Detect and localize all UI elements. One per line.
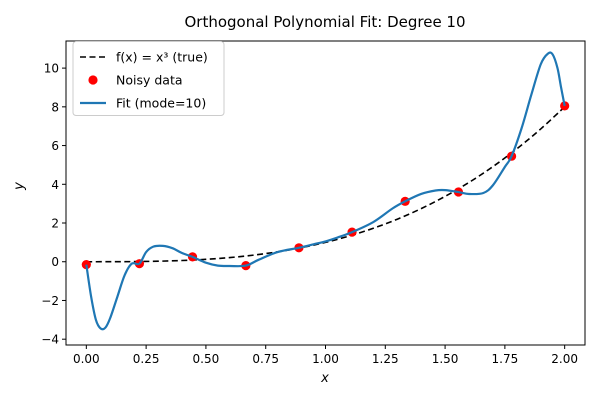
series-layer <box>81 51 570 331</box>
y-tick-label: 2 <box>51 217 59 231</box>
x-tick-label: 2.00 <box>551 352 578 366</box>
x-tick-label: 1.25 <box>372 352 399 366</box>
x-tick-label: 0.75 <box>252 352 279 366</box>
x-tick-label: 1.75 <box>492 352 519 366</box>
legend-swatch-data <box>88 75 98 85</box>
y-axis-label: y <box>12 182 27 191</box>
legend-label: Noisy data <box>116 73 183 88</box>
legend-label: f(x) = x³ (true) <box>116 50 208 65</box>
chart-title: Orthogonal Polynomial Fit: Degree 10 <box>184 13 465 31</box>
legend: f(x) = x³ (true) Noisy data Fit (mode=10) <box>72 41 225 116</box>
x-tick-label: 0.00 <box>73 352 100 366</box>
series-fit-line <box>85 51 566 331</box>
x-tick-label: 1.00 <box>312 352 339 366</box>
legend-box <box>72 41 225 116</box>
y-tick-label: 6 <box>51 139 59 153</box>
legend-label: Fit (mode=10) <box>116 96 206 111</box>
x-tick-label: 1.50 <box>432 352 459 366</box>
y-tick-label: 4 <box>51 178 59 192</box>
x-axis: 0.00 0.25 0.50 0.75 1.00 1.25 1.50 1.75 2.00 <box>73 345 578 366</box>
x-tick-label: 0.25 <box>133 352 160 366</box>
y-tick-label: −2 <box>41 294 59 308</box>
x-axis-label: x <box>320 371 329 386</box>
x-tick-label: 0.50 <box>193 352 220 366</box>
y-tick-label: 10 <box>44 62 59 76</box>
y-tick-label: 0 <box>51 255 59 269</box>
y-axis: −4 −2 0 2 4 6 8 10 <box>41 62 66 347</box>
y-tick-label: 8 <box>51 100 59 114</box>
y-tick-label: −4 <box>41 333 59 347</box>
